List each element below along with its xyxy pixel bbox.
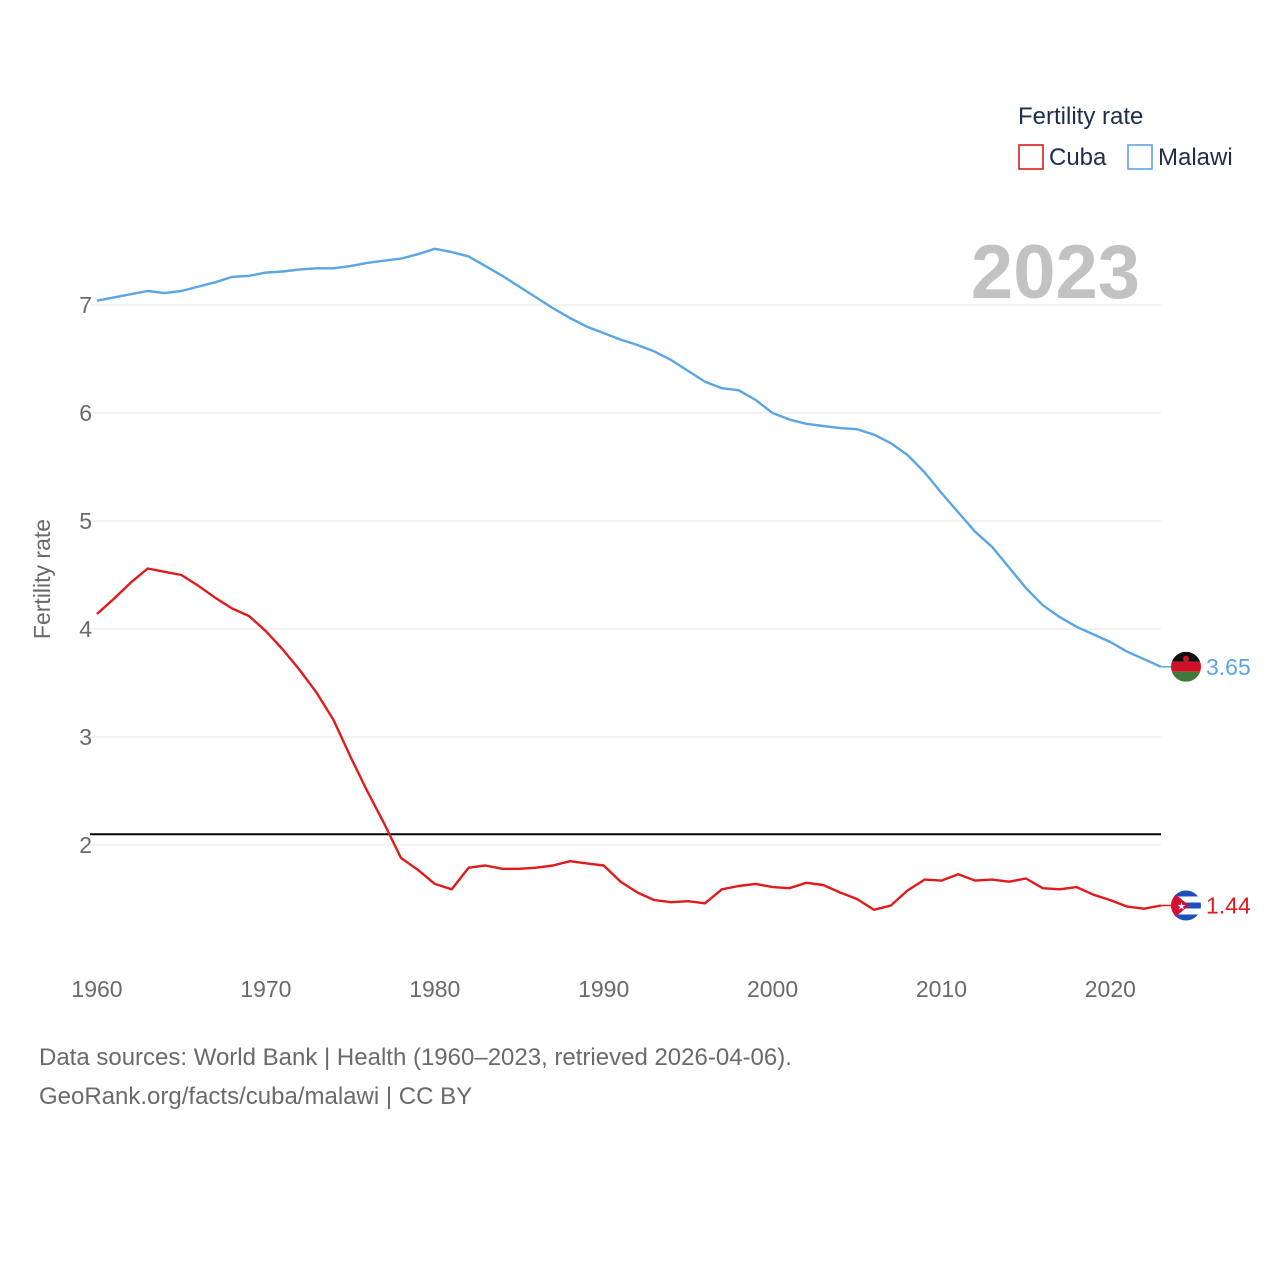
y-tick-label-7: 7 [79, 292, 92, 318]
cuba-end-value-label: 1.44 [1206, 892, 1251, 918]
malawi-flag-icon [1171, 651, 1201, 682]
legend-label-cuba: Cuba [1049, 144, 1107, 171]
legend: Fertility rate Cuba Malawi [1018, 103, 1233, 171]
cuba-flag-icon: ★ [1171, 890, 1201, 921]
x-tick-label-2020: 2020 [1085, 976, 1136, 1002]
series-line-malawi[interactable] [96, 247, 1162, 668]
x-tick-label-1970: 1970 [240, 976, 291, 1002]
source-link[interactable]: GeoRank.org/facts/cuba/malawi | CC BY [39, 1083, 473, 1110]
x-tick-label-1990: 1990 [578, 976, 629, 1002]
series-line-cuba[interactable] [96, 567, 1162, 911]
legend-item-malawi[interactable]: Malawi [1127, 144, 1233, 171]
x-tick-label-2000: 2000 [747, 976, 798, 1002]
legend-swatch-cuba [1018, 144, 1044, 170]
legend-item-cuba[interactable]: Cuba [1018, 144, 1107, 171]
x-tick-label-1960: 1960 [71, 976, 122, 1002]
x-tick-label-2010: 2010 [916, 976, 967, 1002]
y-tick-label-4: 4 [79, 616, 92, 642]
y-tick-label-2: 2 [79, 832, 92, 858]
y-axis-title: Fertility rate [29, 519, 55, 639]
gridlines [90, 304, 1161, 846]
series-lines [96, 247, 1172, 911]
legend-title: Fertility rate [1018, 103, 1143, 130]
source-note: Data sources: World Bank | Health (1960–… [39, 1044, 792, 1071]
y-tick-label-6: 6 [79, 400, 92, 426]
y-tick-label-5: 5 [79, 508, 92, 534]
svg-text:★: ★ [1177, 901, 1186, 912]
legend-swatch-malawi [1127, 144, 1153, 170]
legend-label-malawi: Malawi [1158, 144, 1233, 171]
x-axis-ticks: 1960 1970 1980 1990 2000 2010 2020 [71, 976, 1136, 1002]
y-tick-label-3: 3 [79, 724, 92, 750]
y-axis-ticks: 2 3 4 5 6 7 [79, 292, 92, 858]
year-watermark: 2023 [971, 230, 1140, 315]
malawi-end-value-label: 3.65 [1206, 654, 1251, 680]
x-tick-label-1980: 1980 [409, 976, 460, 1002]
